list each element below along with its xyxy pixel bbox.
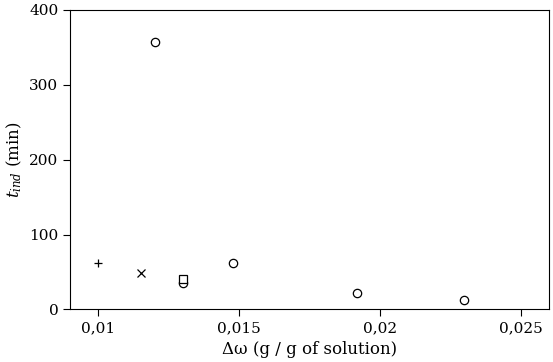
Y-axis label: $t_{ind}$ (min): $t_{ind}$ (min) [4,121,24,198]
X-axis label: Δω (g / g of solution): Δω (g / g of solution) [222,341,397,358]
